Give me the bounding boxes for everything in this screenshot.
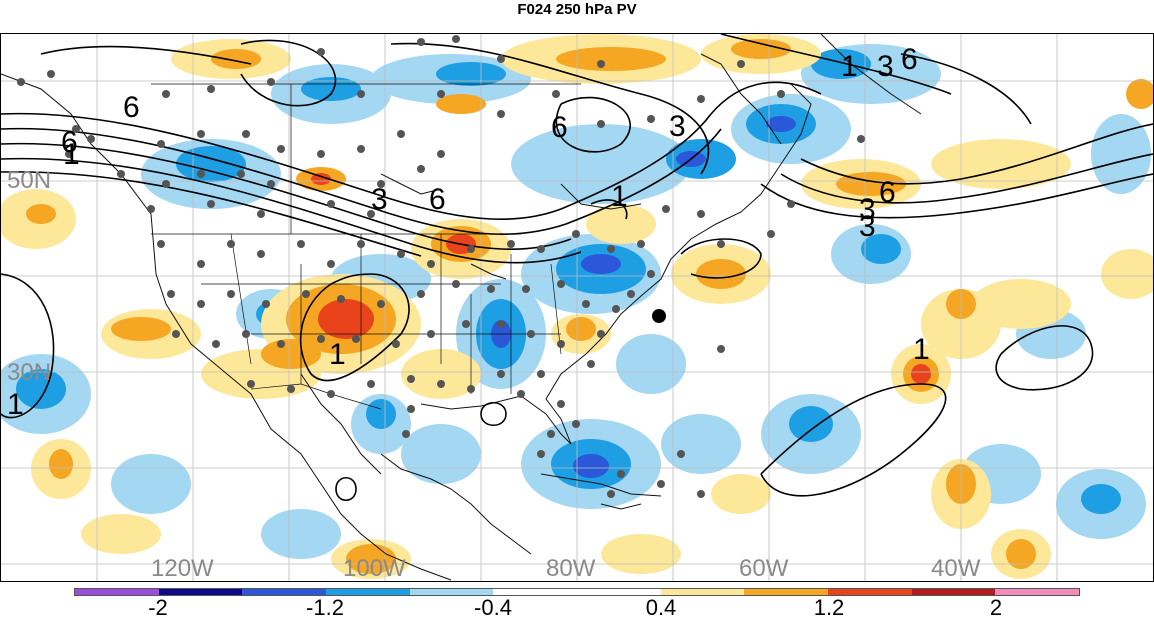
contour-label: 6 [901, 43, 918, 76]
lon-label-80w: 80W [546, 555, 596, 581]
contour-label: 3 [859, 193, 876, 226]
lon-label-40w: 40W [931, 555, 981, 581]
colorbar-segment [828, 589, 912, 595]
contour-label: 6 [123, 91, 140, 124]
pv-shading [1, 34, 1153, 579]
colorbar-segment [242, 589, 327, 595]
contour-label: 3 [371, 183, 388, 216]
lat-label-30n: 30N [7, 359, 51, 386]
colorbar-label: -0.4 [474, 595, 512, 620]
contour-label: 1 [329, 338, 346, 371]
political-borders [151, 83, 581, 410]
colorbar-label: 1.2 [813, 595, 845, 620]
graticule-labels: 120W 100W 80W 60W 40W 50N 30N [7, 167, 981, 581]
contour-labels: 6 6 6 6 6 6 3 3 3 3 3 1 1 1 1 1 1 [7, 43, 930, 421]
colorbar-segment [409, 589, 494, 595]
contour-label: 3 [669, 110, 686, 143]
colorbar-label: -2 [148, 595, 168, 620]
colorbar [74, 588, 1080, 596]
colorbar-segment [158, 589, 243, 595]
lon-label-100w: 100W [343, 555, 406, 581]
lon-label-120w: 120W [151, 555, 214, 581]
map-title: F024 250 hPa PV [517, 1, 637, 18]
contour-label: 3 [859, 210, 876, 243]
contour-label: 1 [913, 333, 930, 366]
contour-label: 1 [611, 180, 628, 213]
contour-label: 1 [63, 138, 80, 171]
contour-label: 1 [841, 50, 858, 83]
pv-map: 6 6 6 6 6 6 3 3 3 3 3 1 1 1 1 1 1 120W 1… [0, 33, 1154, 582]
map-canvas: 6 6 6 6 6 6 3 3 3 3 3 1 1 1 1 1 1 120W 1… [1, 34, 1153, 581]
contour-label: 6 [429, 183, 446, 216]
colorbar-segment [577, 589, 661, 595]
colorbar-labels: -2 -1.2 -0.4 0.4 1.2 2 [0, 596, 1154, 619]
colorbar-segment [744, 589, 829, 595]
colorbar-label: -1.2 [306, 595, 344, 620]
colorbar-segment [326, 589, 410, 595]
contour-label: 3 [877, 50, 894, 83]
contour-label: 6 [551, 111, 568, 144]
graticule [1, 34, 1153, 581]
station-markers [17, 35, 865, 498]
colorbar-segment [911, 589, 996, 595]
coastlines [1, 34, 922, 581]
lat-label-50n: 50N [7, 167, 51, 194]
colorbar-segment [995, 589, 1080, 595]
pv-contours [1, 34, 1153, 502]
colorbar-segment [75, 589, 159, 595]
colorbar-segment [660, 589, 745, 595]
lon-label-60w: 60W [739, 555, 789, 581]
contour-label: 1 [7, 388, 24, 421]
contour-label: 6 [879, 176, 896, 209]
contour-label: 6 [61, 126, 78, 159]
colorbar-label: 0.4 [645, 595, 677, 620]
colorbar-label: 2 [989, 595, 1003, 620]
cyclone-center-marker [652, 309, 666, 323]
colorbar-segment [493, 589, 578, 595]
